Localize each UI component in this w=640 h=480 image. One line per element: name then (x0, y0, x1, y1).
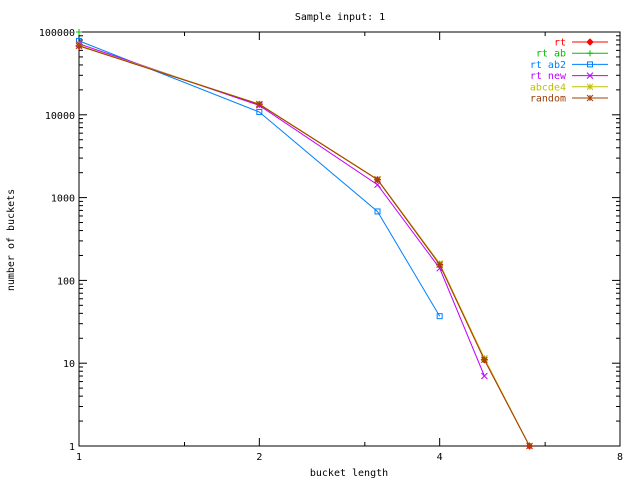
series-rt-ab (76, 29, 82, 35)
plot-frame (78, 31, 621, 447)
axis-ticks: 1 10 100 1000 10000 100000 1 2 4 8 (39, 28, 623, 463)
x-tick-label: 4 (437, 452, 443, 463)
data-point (255, 100, 263, 108)
x-tick-label: 1 (76, 452, 82, 463)
chart-title: Sample input: 1 (295, 12, 385, 23)
data-point (374, 176, 381, 183)
series-line (78, 40, 441, 317)
data-point (586, 94, 594, 102)
legend-label: rt ab (536, 49, 566, 60)
data-point (481, 372, 488, 380)
x-tick-label: 2 (256, 452, 262, 463)
data-point (436, 261, 444, 268)
data-point (586, 83, 594, 91)
series-rt-new (75, 40, 488, 380)
series-layer (75, 29, 534, 450)
series-line (78, 45, 530, 447)
data-point (436, 313, 443, 320)
legend-label: rt ab2 (530, 60, 566, 71)
data-point (586, 38, 594, 46)
data-point (586, 72, 594, 79)
data-point (481, 356, 488, 364)
series-line (78, 43, 485, 377)
series-random (75, 42, 533, 450)
data-point (587, 50, 593, 57)
data-point (256, 109, 263, 116)
data-point (76, 29, 82, 35)
y-axis-label: number of buckets (6, 189, 17, 291)
y-tick-label: 100000 (39, 28, 75, 39)
data-point (587, 61, 593, 68)
series-abcde4 (75, 41, 533, 450)
y-tick-label: 1000 (51, 194, 75, 205)
series-line (78, 45, 530, 447)
legend-label: rt new (530, 71, 567, 82)
data-point (526, 442, 533, 450)
legend-label: rt (554, 38, 566, 49)
y-tick-label: 10000 (45, 111, 75, 122)
legend-label: abcde4 (530, 82, 566, 93)
y-tick-label: 10 (63, 359, 75, 370)
y-tick-label: 100 (57, 276, 75, 287)
legend-label: random (530, 94, 566, 105)
data-point (75, 42, 83, 50)
x-axis-label: bucket length (310, 468, 388, 479)
series-rt-ab2 (76, 37, 443, 320)
y-tick-label: 1 (69, 442, 75, 453)
series-line (78, 44, 530, 447)
series-rt (75, 42, 534, 450)
x-tick-label: 8 (617, 452, 623, 463)
data-point (374, 208, 381, 215)
